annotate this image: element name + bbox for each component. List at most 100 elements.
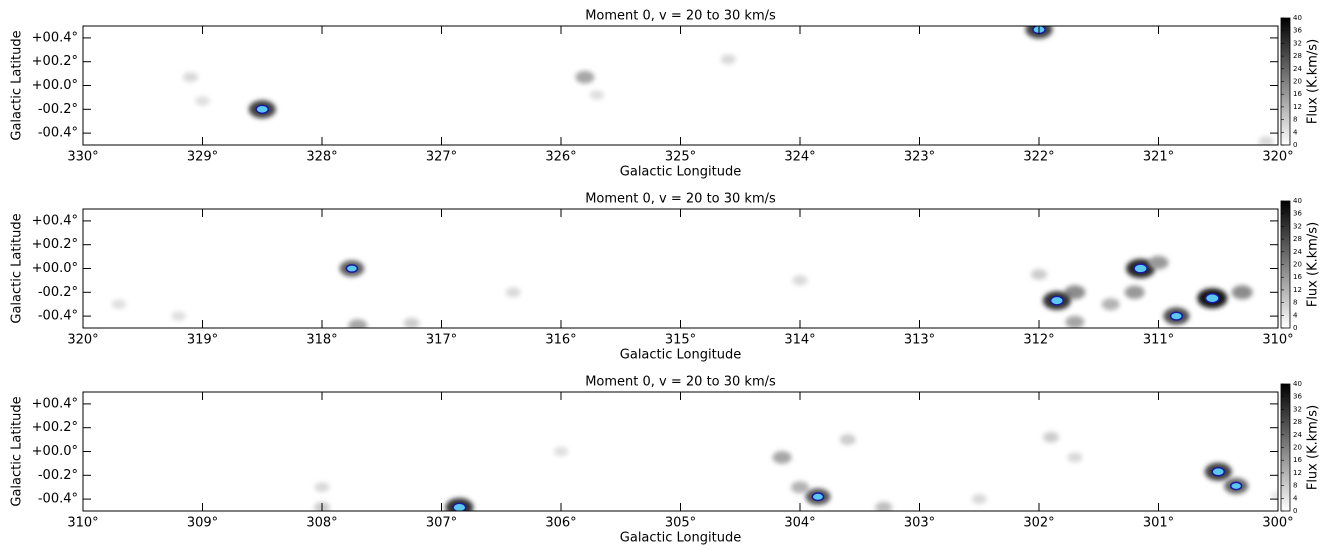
colorbar-label: Flux (K.km/s) [1306, 222, 1321, 307]
contour [1230, 481, 1243, 491]
emission-blob [195, 96, 210, 106]
emission-blob [875, 501, 893, 511]
x-tick-label: 303° [904, 516, 935, 531]
x-tick-label: 315° [665, 333, 696, 348]
emission-blob [720, 54, 736, 65]
emission-blob [589, 90, 605, 100]
x-tick-label: 328° [306, 150, 337, 165]
plot-area [83, 392, 1278, 511]
y-tick-label: -00.2° [38, 468, 78, 483]
colorbar-tick-label: 12 [1293, 469, 1302, 477]
x-tick-label: 320° [1262, 150, 1293, 165]
colorbar-tick-label: 4 [1293, 311, 1298, 319]
x-tick-label: 323° [904, 150, 935, 165]
colorbar-tick-label: 28 [1293, 52, 1302, 60]
colorbar-tick-label: 4 [1293, 128, 1298, 136]
chart-title: Moment 0, v = 20 to 30 km/s [585, 375, 776, 390]
colorbar-tick-label: 8 [1293, 482, 1297, 490]
colorbar-tick-label: 28 [1293, 235, 1302, 243]
y-tick-label: +00.2° [32, 420, 78, 435]
y-tick-label: -00.4° [38, 309, 78, 324]
emission-blob [505, 287, 521, 298]
y-tick-label: -00.4° [38, 492, 78, 507]
colorbar-tick-label: 40 [1293, 380, 1302, 388]
colorbar-tick-label: 0 [1293, 324, 1297, 332]
x-tick-label: 304° [784, 516, 815, 531]
y-tick-label: -00.4° [38, 126, 78, 141]
emission-blob [792, 275, 808, 286]
x-tick-label: 319° [187, 333, 218, 348]
colorbar-tick-label: 8 [1293, 299, 1297, 307]
x-tick-label: 325° [665, 150, 696, 165]
x-tick-label: 310° [1262, 333, 1293, 348]
colorbar-tick-label: 36 [1293, 393, 1302, 401]
x-tick-label: 309° [187, 516, 218, 531]
plot-area [83, 26, 1278, 145]
y-tick-label: -00.2° [38, 285, 78, 300]
emission-blob [403, 317, 420, 328]
x-tick-label: 311° [1143, 333, 1174, 348]
y-tick-label: +00.4° [32, 30, 78, 45]
y-axis-label: Galactic Latitude [10, 213, 25, 323]
y-tick-label: +00.0° [32, 78, 78, 93]
x-tick-label: 330° [67, 150, 98, 165]
x-tick-label: 322° [1023, 150, 1054, 165]
contour [1169, 311, 1184, 321]
x-tick-label: 318° [306, 333, 337, 348]
x-tick-label: 317° [426, 333, 457, 348]
colorbar-tick-label: 16 [1293, 456, 1302, 464]
colorbar-label: Flux (K.km/s) [1306, 39, 1321, 124]
emission-blob [1231, 285, 1253, 300]
y-tick-label: +00.2° [32, 54, 78, 69]
emission-blob [772, 451, 792, 464]
x-tick-label: 301° [1143, 516, 1174, 531]
x-tick-label: 300° [1262, 516, 1293, 531]
contour [1211, 466, 1226, 477]
emission-blob [1148, 255, 1169, 270]
colorbar-tick-label: 32 [1293, 405, 1302, 413]
emission-blob [1271, 490, 1278, 501]
colorbar-tick-label: 20 [1293, 261, 1302, 269]
contour [811, 492, 825, 502]
x-tick-label: 324° [784, 150, 815, 165]
colorbar-tick-label: 16 [1293, 273, 1302, 281]
contour [255, 104, 270, 115]
y-tick-label: +00.4° [32, 213, 78, 228]
emission-blob [1258, 136, 1274, 145]
colorbar-tick-label: 36 [1293, 210, 1302, 218]
chart-title: Moment 0, v = 20 to 30 km/s [585, 9, 776, 24]
colorbar-tick-label: 24 [1293, 65, 1302, 73]
emission-layer [111, 255, 1253, 328]
colorbar-label: Flux (K.km/s) [1306, 405, 1321, 490]
colorbar-tick-label: 20 [1293, 78, 1302, 86]
colorbar-tick-label: 32 [1293, 222, 1302, 230]
colorbar-tick-label: 8 [1293, 116, 1297, 124]
y-tick-label: +00.0° [32, 261, 78, 276]
x-tick-label: 305° [665, 516, 696, 531]
emission-blob [1064, 285, 1086, 300]
y-tick-label: +00.4° [32, 396, 78, 411]
emission-blob [1101, 298, 1120, 311]
contour [1204, 293, 1220, 304]
x-tick-label: 316° [545, 333, 576, 348]
colorbar-tick-label: 12 [1293, 286, 1302, 294]
emission-blob [1042, 431, 1059, 443]
x-tick-label: 313° [904, 333, 935, 348]
colorbar-tick-label: 4 [1293, 494, 1298, 502]
emission-blob [1065, 315, 1085, 328]
x-tick-label: 302° [1023, 516, 1054, 531]
emission-layer [183, 26, 1274, 145]
chart-title: Moment 0, v = 20 to 30 km/s [585, 192, 776, 207]
panel: 310° 309° 308° 307° 306° 305° 304° 303° 302° 301°… [10, 375, 1321, 546]
colorbar-tick-label: 24 [1293, 248, 1302, 256]
emission-layer [314, 431, 1278, 511]
colorbar-tick-label: 40 [1293, 14, 1302, 22]
colorbar-tick-label: 0 [1293, 141, 1297, 149]
contour [452, 502, 467, 511]
x-tick-label: 307° [426, 516, 457, 531]
emission-blob [314, 482, 330, 493]
emission-blob [1031, 269, 1047, 280]
emission-blob [348, 319, 368, 328]
colorbar-tick-label: 12 [1293, 103, 1302, 111]
